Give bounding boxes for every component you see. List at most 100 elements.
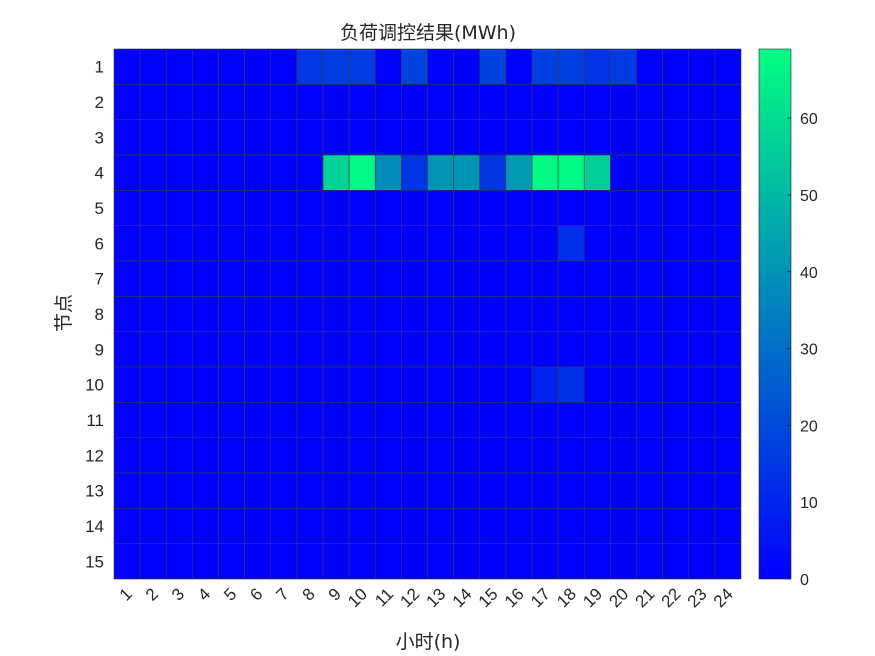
heatmap-cell bbox=[505, 260, 533, 297]
x-tick-label: 10 bbox=[344, 584, 371, 611]
heatmap-cell bbox=[296, 84, 324, 120]
heatmap-cell bbox=[374, 190, 402, 226]
heatmap-cell bbox=[165, 472, 193, 509]
heatmap-cell bbox=[688, 154, 716, 191]
heatmap-cell bbox=[688, 48, 716, 85]
heatmap-cell bbox=[218, 260, 245, 297]
heatmap-cell bbox=[374, 119, 402, 156]
heatmap-cell bbox=[192, 225, 219, 262]
heatmap-cell bbox=[139, 260, 167, 297]
heatmap-cell bbox=[270, 437, 298, 474]
heatmap-cell bbox=[192, 260, 219, 297]
heatmap-cell bbox=[505, 472, 533, 509]
heatmap-cell bbox=[610, 508, 637, 544]
heatmap-cell bbox=[165, 84, 193, 120]
heatmap-cell bbox=[192, 508, 219, 544]
heatmap-cell bbox=[636, 437, 663, 474]
heatmap-cell bbox=[348, 366, 376, 403]
heatmap-cell bbox=[139, 402, 167, 438]
heatmap-cell bbox=[531, 154, 559, 191]
heatmap-cell bbox=[583, 190, 611, 226]
heatmap-cell bbox=[531, 260, 559, 297]
heatmap-cell bbox=[557, 190, 585, 226]
heatmap-cell bbox=[218, 366, 245, 403]
heatmap-cell bbox=[348, 84, 376, 120]
heatmap-cell bbox=[270, 543, 298, 580]
heatmap-cell bbox=[557, 543, 585, 580]
heatmap-cell bbox=[192, 190, 219, 226]
heatmap-cell bbox=[557, 48, 585, 85]
heatmap-cell bbox=[270, 190, 298, 226]
heatmap-cell bbox=[348, 508, 376, 544]
heatmap-cell bbox=[479, 331, 507, 368]
heatmap-cell bbox=[583, 296, 611, 332]
heatmap-cell bbox=[610, 48, 637, 85]
heatmap-cell bbox=[610, 154, 637, 191]
heatmap-cell bbox=[348, 543, 376, 580]
heatmap-cell bbox=[322, 296, 350, 332]
heatmap-cell bbox=[453, 508, 481, 544]
heatmap-cell bbox=[531, 296, 559, 332]
heatmap-cell bbox=[662, 119, 690, 156]
heatmap-cell bbox=[427, 296, 454, 332]
heatmap-cell bbox=[374, 437, 402, 474]
heatmap-cell bbox=[427, 84, 454, 120]
heatmap-cell bbox=[479, 437, 507, 474]
colorbar-tick-label: 10 bbox=[800, 495, 818, 512]
heatmap-cell bbox=[270, 508, 298, 544]
heatmap-cell bbox=[244, 119, 272, 156]
x-tick-label: 11 bbox=[371, 584, 397, 610]
heatmap-cell bbox=[583, 543, 611, 580]
heatmap-cell bbox=[636, 472, 663, 509]
heatmap-cell bbox=[453, 296, 481, 332]
heatmap-cell bbox=[348, 154, 376, 191]
heatmap-cell bbox=[322, 84, 350, 120]
x-tick-label: 12 bbox=[396, 584, 423, 611]
heatmap-cell bbox=[610, 402, 637, 438]
heatmap-cell bbox=[479, 48, 507, 85]
heatmap-cell bbox=[479, 402, 507, 438]
heatmap-cell bbox=[427, 508, 454, 544]
heatmap-cell bbox=[531, 190, 559, 226]
heatmap-cell bbox=[113, 225, 141, 262]
heatmap-cell bbox=[113, 437, 141, 474]
heatmap-cell bbox=[531, 366, 559, 403]
heatmap-cell bbox=[453, 472, 481, 509]
heatmap-cell bbox=[688, 366, 716, 403]
heatmap-cell bbox=[244, 225, 272, 262]
y-tick-label: 11 bbox=[86, 411, 104, 430]
heatmap-cell bbox=[139, 331, 167, 368]
x-tick-label: 2 bbox=[142, 584, 162, 604]
heatmap-cell bbox=[610, 437, 637, 474]
heatmap-cell bbox=[505, 84, 533, 120]
heatmap-cell bbox=[218, 543, 245, 580]
y-tick-label: 14 bbox=[85, 517, 104, 536]
heatmap-cell bbox=[401, 472, 428, 509]
colorbar-tick-label: 60 bbox=[800, 111, 818, 128]
heatmap-cell bbox=[662, 48, 690, 85]
heatmap-cell bbox=[453, 260, 481, 297]
heatmap-cell bbox=[113, 48, 141, 85]
y-tick-label: 6 bbox=[95, 234, 104, 253]
x-tick-label: 1 bbox=[116, 584, 136, 604]
x-tick-label: 4 bbox=[194, 584, 214, 604]
heatmap-cell bbox=[531, 48, 559, 85]
heatmap-cell bbox=[610, 296, 637, 332]
heatmap-cell bbox=[348, 437, 376, 474]
x-tick-label: 18 bbox=[553, 584, 580, 611]
heatmap-cell bbox=[610, 260, 637, 297]
heatmap-cell bbox=[244, 508, 272, 544]
heatmap-cell bbox=[270, 402, 298, 438]
heatmap-cell bbox=[113, 366, 141, 403]
heatmap-cell bbox=[192, 119, 219, 156]
heatmap-cell bbox=[244, 84, 272, 120]
heatmap-cell bbox=[401, 543, 428, 580]
heatmap-cell bbox=[348, 260, 376, 297]
heatmap-cell bbox=[374, 472, 402, 509]
y-tick-label: 7 bbox=[95, 270, 104, 289]
heatmap-cell bbox=[688, 84, 716, 120]
heatmap-cell bbox=[427, 437, 454, 474]
heatmap-cell bbox=[139, 543, 167, 580]
heatmap-cell bbox=[583, 437, 611, 474]
heatmap-cell bbox=[636, 154, 663, 191]
